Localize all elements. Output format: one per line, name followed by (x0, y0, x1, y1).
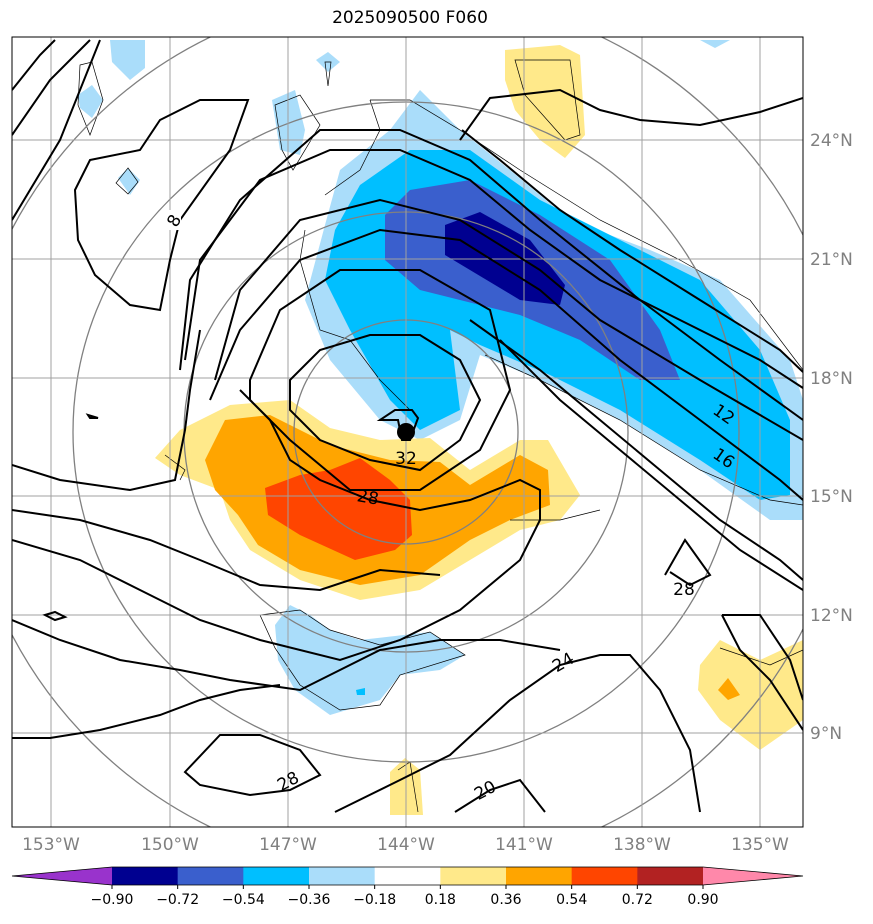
lon-label: 147°W (259, 835, 317, 855)
zero-contour-lines (77, 59, 803, 813)
lat-label: 24°N (810, 131, 853, 151)
lat-label: 12°N (810, 606, 853, 626)
colorbar: −0.90 −0.72 −0.54 −0.36 −0.18 0.18 0.36 0.54 0.7… (11, 866, 804, 908)
colorbar-segment (177, 867, 244, 885)
colorbar-segment (374, 867, 441, 885)
colorbar-segment (309, 867, 376, 885)
colorbar-segment (637, 867, 704, 885)
map-plot-area: 8 12 16 32 28 28 24 28 20 (12, 37, 803, 827)
lat-label: 21°N (810, 250, 853, 270)
colorbar-tick-label: −0.72 (156, 892, 199, 908)
colorbar-tick-label: 0.90 (687, 892, 718, 908)
lon-label: 153°W (22, 835, 80, 855)
colorbar-tick-label: −0.54 (222, 892, 265, 908)
colorbar-extension-high (703, 867, 803, 885)
colorbar-tick-label: −0.18 (353, 892, 396, 908)
colorbar-tick-label: −0.90 (91, 892, 134, 908)
lat-label: 15°N (810, 487, 853, 507)
storm-center-marker (397, 423, 415, 441)
colorbar-extension-low (12, 867, 112, 885)
contour-label: 32 (395, 449, 417, 469)
contour-label: 24 (549, 649, 578, 677)
colorbar-tick-label: −0.36 (288, 892, 331, 908)
lon-label: 135°W (731, 835, 789, 855)
lon-label: 138°W (613, 835, 671, 855)
latitude-labels: 24°N 21°N 18°N 15°N 12°N 9°N (810, 131, 853, 744)
colorbar-tick-label: 0.54 (556, 892, 587, 908)
shaded-field (78, 40, 803, 815)
colorbar-tick-label: 0.72 (622, 892, 653, 908)
colorbar-segment (243, 867, 310, 885)
colorbar-tick-label: 0.36 (490, 892, 521, 908)
contour-label: 20 (471, 777, 499, 805)
contour-label: 28 (673, 580, 695, 600)
longitude-labels: 153°W 150°W 147°W 144°W 141°W 138°W 135°… (22, 835, 789, 855)
colorbar-segment (506, 867, 573, 885)
lon-label: 144°W (377, 835, 435, 855)
map-frame (11, 36, 804, 828)
lon-label: 150°W (141, 835, 199, 855)
colorbar-segment (440, 867, 507, 885)
colorbar-tick-label: 0.18 (425, 892, 456, 908)
height-contours (12, 39, 803, 813)
contour-label: 28 (355, 486, 380, 509)
lat-label: 9°N (810, 724, 842, 744)
lat-label: 18°N (810, 369, 853, 389)
colorbar-segment (571, 867, 638, 885)
lon-label: 141°W (495, 835, 553, 855)
colorbar-segment (112, 867, 179, 885)
map-title: 2025090500 F060 (332, 8, 488, 28)
